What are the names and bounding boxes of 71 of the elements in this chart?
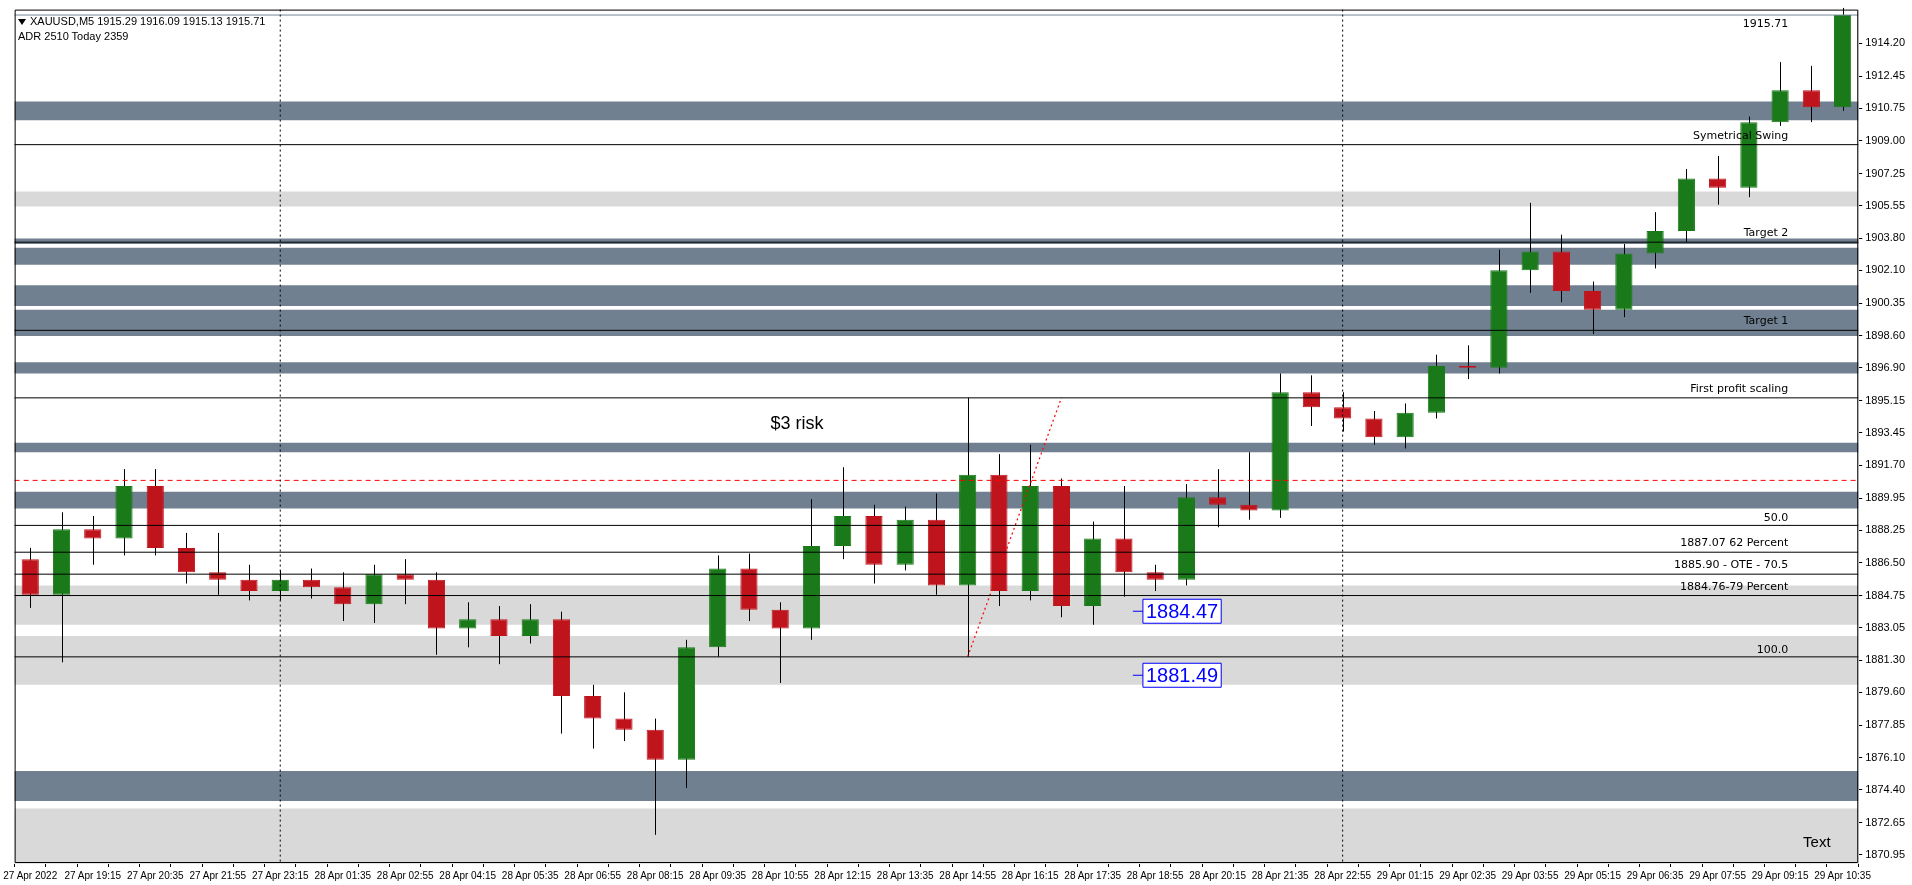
x-tick-label: 28 Apr 10:55 xyxy=(751,869,809,881)
y-tick-label: 1902.10 xyxy=(1865,263,1905,276)
ref-line-label: 1915.71 xyxy=(1742,17,1789,31)
y-tick-label: 1896.90 xyxy=(1865,360,1905,373)
annotation: 50.0 xyxy=(1763,511,1789,525)
x-tick-label: 29 Apr 10:35 xyxy=(1814,869,1872,881)
annotation: 1884.47 xyxy=(1145,599,1219,622)
x-tick-label: 27 Apr 23:15 xyxy=(251,869,310,881)
x-tick-label: 27 Apr 21:55 xyxy=(189,869,247,881)
ref-line-label: 1887.07 62 Percent xyxy=(1680,536,1789,550)
x-tick-label: 28 Apr 17:35 xyxy=(1064,869,1122,881)
y-tick-label: 1905.55 xyxy=(1865,198,1905,211)
text: XAUUSD,M5 1915.29 1916.09 1915.13 1915.71 xyxy=(30,15,266,27)
x-tick-label: 28 Apr 22:55 xyxy=(1314,869,1372,881)
annotation: $3 risk xyxy=(770,412,825,433)
ref-line-label: 1884.76-79 Percent xyxy=(1679,579,1789,593)
x-tick-label: 29 Apr 02:35 xyxy=(1439,869,1497,881)
x-tick-label: 27 Apr 19:15 xyxy=(64,869,122,881)
y-tick-label: 1884.75 xyxy=(1865,588,1905,601)
y-tick-label: 1898.60 xyxy=(1865,328,1905,341)
y-tick-label: 1886.50 xyxy=(1865,555,1905,568)
x-tick-label: 28 Apr 21:35 xyxy=(1251,869,1309,881)
y-tick-label: 1889.95 xyxy=(1865,491,1905,504)
x-tick-label: 28 Apr 06:55 xyxy=(564,869,622,881)
annotation: 100.0 xyxy=(1756,642,1789,656)
y-tick-label: 1879.60 xyxy=(1865,685,1905,698)
y-tick-label: 1870.95 xyxy=(1865,847,1905,860)
x-tick-label: 27 Apr 20:35 xyxy=(126,869,185,881)
ref-line-label: 1885.90 - OTE - 70.5 xyxy=(1674,558,1789,572)
x-tick-label: 28 Apr 16:15 xyxy=(1001,869,1059,881)
y-tick-label: 1876.10 xyxy=(1865,751,1905,763)
text: ADR 2510 Today 2359 xyxy=(18,29,130,44)
x-tick-label: 28 Apr 04:15 xyxy=(439,869,497,881)
y-tick-label: 1891.70 xyxy=(1865,458,1905,471)
x-tick-label: 29 Apr 03:55 xyxy=(1501,869,1559,881)
x-tick-label: 28 Apr 14:55 xyxy=(939,869,997,881)
y-tick-label: 1877.85 xyxy=(1865,718,1905,731)
y-tick-label: 1888.25 xyxy=(1865,523,1905,536)
x-tick-label: 29 Apr 07:55 xyxy=(1689,869,1747,881)
annotation: 1881.49 xyxy=(1145,663,1219,686)
x-tick-label: 29 Apr 09:15 xyxy=(1751,869,1809,881)
x-tick-label: 28 Apr 09:35 xyxy=(689,869,747,881)
y-tick-label: 1912.45 xyxy=(1865,69,1905,82)
x-tick-label: 28 Apr 18:55 xyxy=(1126,869,1184,881)
y-tick-label: 1893.45 xyxy=(1865,425,1905,438)
y-tick-label: 1872.65 xyxy=(1865,815,1905,828)
x-tick-label: 28 Apr 02:55 xyxy=(376,869,435,881)
x-tick-label: 28 Apr 20:15 xyxy=(1189,869,1247,881)
y-tick-label: 1881.30 xyxy=(1865,653,1905,666)
x-tick-label: 28 Apr 08:15 xyxy=(626,869,684,881)
y-tick-label: 1883.05 xyxy=(1865,620,1905,633)
x-tick-label: 29 Apr 06:35 xyxy=(1626,869,1684,881)
x-tick-label: 28 Apr 05:35 xyxy=(501,869,560,881)
x-tick-label: 28 Apr 12:15 xyxy=(814,869,872,881)
ref-line-label: First profit scaling xyxy=(1690,381,1789,395)
ref-line-label: Target 2 xyxy=(1742,226,1789,240)
y-tick-label: 1903.80 xyxy=(1865,231,1905,244)
y-tick-label: 1907.25 xyxy=(1865,166,1905,179)
x-tick-label: 28 Apr 13:35 xyxy=(876,869,934,881)
y-tick-label: 1900.35 xyxy=(1865,296,1905,309)
ref-line-label: Target 1 xyxy=(1742,314,1789,328)
x-tick-label: 28 Apr 01:35 xyxy=(314,869,372,881)
y-tick-label: 1874.40 xyxy=(1865,782,1905,795)
annotation: Text xyxy=(1803,832,1832,850)
y-tick-label: 1910.75 xyxy=(1865,101,1905,114)
y-tick-label: 1914.20 xyxy=(1865,36,1905,49)
x-tick-label: 29 Apr 05:15 xyxy=(1564,869,1622,881)
x-tick-label: 27 Apr 2022 xyxy=(3,869,58,881)
x-tick-label: 29 Apr 01:15 xyxy=(1376,869,1434,881)
y-tick-label: 1909.00 xyxy=(1865,133,1905,146)
y-tick-label: 1895.15 xyxy=(1865,393,1905,406)
